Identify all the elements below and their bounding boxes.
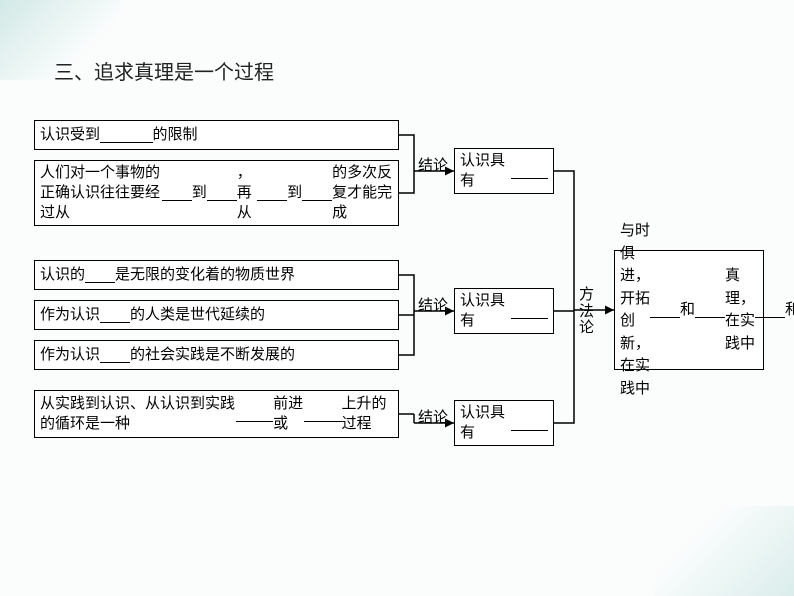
left-box-0: 认识受到的限制 [34, 120, 399, 150]
label-conclusion-0: 结论 [418, 154, 448, 175]
mid-box-2: 认识具有 [454, 400, 554, 446]
right-box: 与时俱进，开拓创新，在实践中和真理，在实践中和真理 [614, 250, 764, 370]
left-box-1: 人们对一个事物的正确认识往往要经过从到，再从到的多次反复才能完成 [34, 160, 399, 226]
label-method: 方法论 [579, 287, 597, 337]
left-box-2: 认识的是无限的变化着的物质世界 [34, 260, 399, 290]
left-box-4: 作为认识的社会实践是不断发展的 [34, 340, 399, 370]
label-conclusion-2: 结论 [418, 406, 448, 427]
left-box-3: 作为认识的人类是世代延续的 [34, 300, 399, 330]
bg-accent-bottom [654, 506, 794, 596]
mid-box-0: 认识具有 [454, 148, 554, 194]
left-box-5: 从实践到认识、从认识到实践的循环是一种前进或上升的过程 [34, 390, 399, 438]
section-heading: 三、追求真理是一个过程 [54, 56, 274, 85]
label-conclusion-1: 结论 [418, 294, 448, 315]
mid-box-1: 认识具有 [454, 288, 554, 334]
flow-diagram: 认识受到的限制 人们对一个事物的正确认识往往要经过从到，再从到的多次反复才能完成… [34, 120, 764, 500]
